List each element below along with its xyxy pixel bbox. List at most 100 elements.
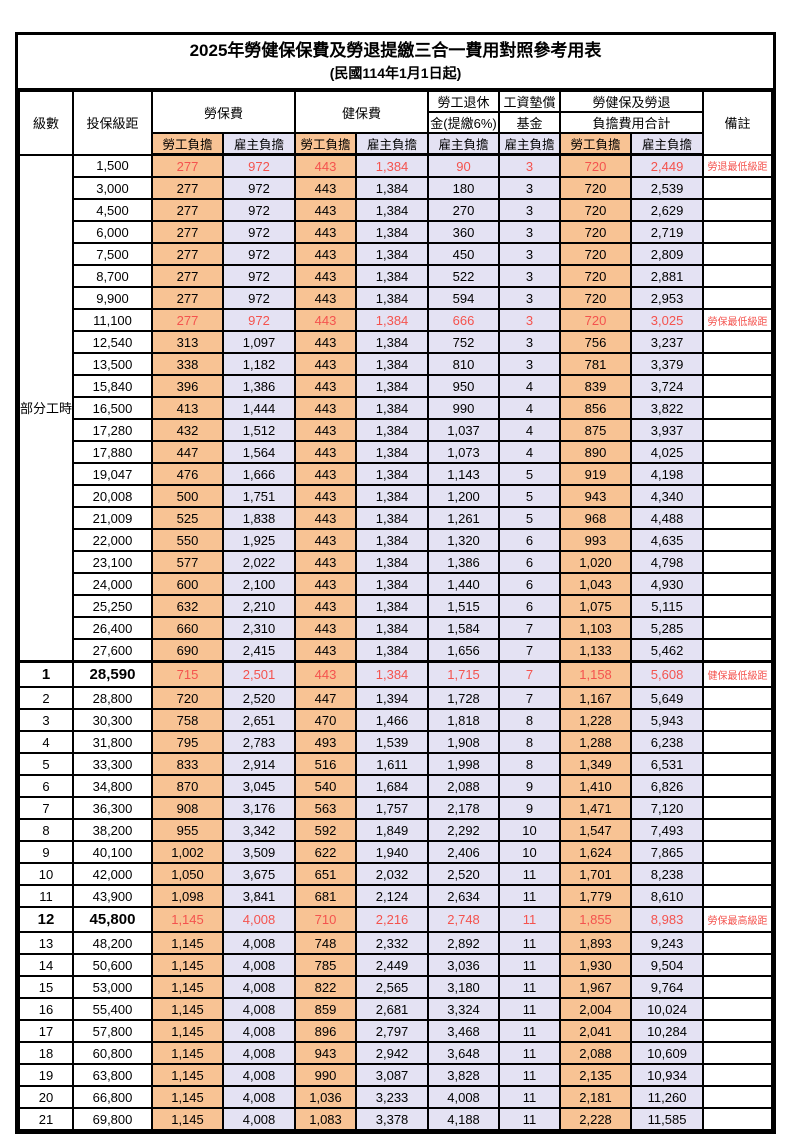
wage-fund-employer-cell: 8 [498, 730, 562, 754]
note-cell [702, 330, 774, 354]
table-row: 9,900 277 972 443 1,384 594 3 720 2,953 [19, 286, 774, 310]
total-employee-cell: 1,167 [559, 686, 633, 710]
note-cell: 勞保最高級距 [702, 906, 774, 933]
level-cell: 6 [18, 774, 74, 798]
header-wage-fund-line2: 基金 [498, 111, 562, 134]
health-employee-cell: 443 [294, 550, 358, 574]
labor-employer-cell: 2,100 [221, 572, 297, 596]
labor-employer-cell: 972 [221, 220, 297, 244]
labor-employer-cell: 2,520 [221, 686, 297, 710]
pension-employer-cell: 3,648 [427, 1041, 501, 1065]
bracket-cell: 28,800 [72, 686, 153, 710]
health-employer-cell: 1,384 [355, 220, 430, 244]
note-cell [702, 730, 774, 754]
total-employee-cell: 1,349 [559, 752, 633, 776]
level-cell: 20 [18, 1085, 74, 1109]
total-employer-cell: 5,462 [630, 638, 705, 663]
pension-employer-cell: 2,292 [427, 818, 501, 842]
bracket-cell: 15,840 [72, 374, 153, 398]
note-cell [702, 286, 774, 310]
subheader-pension-employer: 雇主負擔 [427, 132, 501, 156]
health-employer-cell: 1,539 [355, 730, 430, 754]
total-employee-cell: 2,135 [559, 1063, 633, 1087]
bracket-cell: 6,000 [72, 220, 153, 244]
health-employee-cell: 443 [294, 242, 358, 266]
labor-employer-cell: 1,097 [221, 330, 297, 354]
total-employer-cell: 7,865 [630, 840, 705, 864]
labor-employer-cell: 4,008 [221, 1085, 297, 1109]
total-employee-cell: 1,228 [559, 708, 633, 732]
premium-table: 級數 投保級距 勞保費 健保費 勞工退休 工資墊償 勞健保及勞退 備註 金(提繳… [18, 90, 774, 1131]
labor-employer-cell: 3,342 [221, 818, 297, 842]
health-employee-cell: 651 [294, 862, 358, 886]
total-employer-cell: 3,724 [630, 374, 705, 398]
health-employer-cell: 1,384 [355, 506, 430, 530]
total-employee-cell: 1,158 [559, 660, 633, 688]
total-employee-cell: 2,088 [559, 1041, 633, 1065]
labor-employee-cell: 447 [151, 440, 224, 464]
wage-fund-employer-cell: 11 [498, 931, 562, 955]
health-employer-cell: 1,384 [355, 176, 430, 200]
wage-fund-employer-cell: 6 [498, 550, 562, 574]
health-employee-cell: 443 [294, 440, 358, 464]
bracket-cell: 22,000 [72, 528, 153, 552]
bracket-cell: 31,800 [72, 730, 153, 754]
table-row: 17 57,800 1,145 4,008 896 2,797 3,468 11 2,041 10… [18, 1019, 774, 1043]
labor-employer-cell: 1,512 [221, 418, 297, 442]
health-employer-cell: 2,942 [355, 1041, 430, 1065]
labor-employee-cell: 1,145 [151, 953, 224, 977]
labor-employee-cell: 1,145 [151, 1085, 224, 1109]
total-employee-cell: 720 [559, 153, 633, 178]
table-row: 19,047 476 1,666 443 1,384 1,143 5 919 4,198 [19, 462, 774, 486]
pension-employer-cell: 1,656 [427, 638, 501, 663]
table-row: 2 28,800 720 2,520 447 1,394 1,728 7 1,167 5,649 [18, 686, 774, 710]
bracket-cell: 28,590 [72, 660, 153, 688]
health-employer-cell: 3,233 [355, 1085, 430, 1109]
wage-fund-employer-cell: 3 [498, 264, 562, 288]
labor-employee-cell: 660 [151, 616, 224, 640]
wage-fund-employer-cell: 11 [498, 1085, 562, 1109]
labor-employee-cell: 277 [151, 220, 224, 244]
total-employee-cell: 1,288 [559, 730, 633, 754]
bracket-cell: 30,300 [72, 708, 153, 732]
total-employer-cell: 3,937 [630, 418, 705, 442]
bracket-cell: 36,300 [72, 796, 153, 820]
wage-fund-employer-cell: 7 [498, 660, 562, 688]
labor-employee-cell: 476 [151, 462, 224, 486]
table-row: 19 63,800 1,145 4,008 990 3,087 3,828 11 2,135 10… [18, 1063, 774, 1087]
wage-fund-employer-cell: 4 [498, 374, 562, 398]
labor-employee-cell: 1,145 [151, 1063, 224, 1087]
bracket-cell: 69,800 [72, 1107, 153, 1131]
total-employer-cell: 5,285 [630, 616, 705, 640]
page-title: 2025年勞健保保費及勞退提繳三合一費用對照參考用表 [189, 41, 602, 60]
bracket-cell: 17,880 [72, 440, 153, 464]
total-employer-cell: 2,629 [630, 198, 705, 222]
note-cell [702, 198, 774, 222]
note-cell [702, 374, 774, 398]
health-employer-cell: 2,449 [355, 953, 430, 977]
labor-employee-cell: 1,145 [151, 1019, 224, 1043]
health-employer-cell: 1,384 [355, 594, 430, 618]
health-employee-cell: 443 [294, 660, 358, 688]
bracket-cell: 17,280 [72, 418, 153, 442]
note-cell [702, 1063, 774, 1087]
labor-employee-cell: 715 [151, 660, 224, 688]
total-employee-cell: 720 [559, 242, 633, 266]
labor-employer-cell: 2,022 [221, 550, 297, 574]
note-cell [702, 818, 774, 842]
labor-employer-cell: 1,182 [221, 352, 297, 376]
bracket-cell: 48,200 [72, 931, 153, 955]
table-row: 13,500 338 1,182 443 1,384 810 3 781 3,379 [19, 352, 774, 376]
pension-employer-cell: 3,180 [427, 975, 501, 999]
table-row: 15 53,000 1,145 4,008 822 2,565 3,180 11 1,967 9,… [18, 975, 774, 999]
wage-fund-employer-cell: 3 [498, 153, 562, 178]
total-employee-cell: 2,181 [559, 1085, 633, 1109]
total-employee-cell: 1,547 [559, 818, 633, 842]
table-title-block: 2025年勞健保保費及勞退提繳三合一費用對照參考用表 (民國114年1月1日起) [18, 35, 773, 90]
pension-employer-cell: 3,324 [427, 997, 501, 1021]
total-employee-cell: 781 [559, 352, 633, 376]
total-employee-cell: 875 [559, 418, 633, 442]
health-employer-cell: 1,384 [355, 153, 430, 178]
health-employee-cell: 443 [294, 638, 358, 663]
bracket-cell: 25,250 [72, 594, 153, 618]
